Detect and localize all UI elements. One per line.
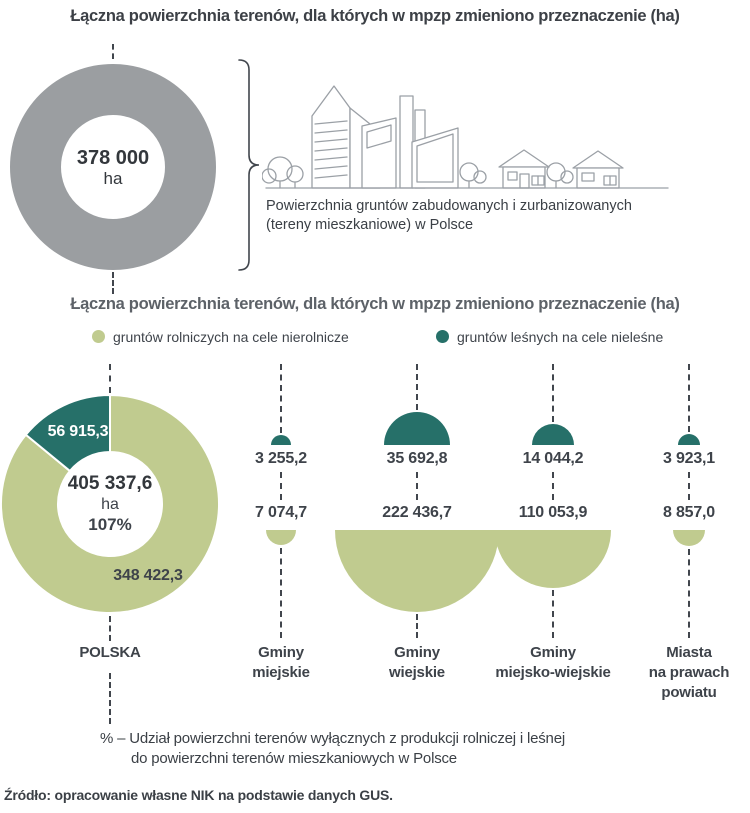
- dashed-connector: [280, 364, 282, 433]
- top-caption-line2: (tereny mieszkaniowe) w Polsce: [266, 217, 474, 233]
- legend-teal-label: gruntów leśnych na cele nieleśne: [457, 329, 664, 345]
- dashed-connector: [552, 472, 554, 500]
- dashed-connector: [112, 44, 114, 59]
- teal-semicircle: [271, 435, 291, 445]
- category-label-miasta: Miasta na prawach powiatu: [609, 643, 750, 703]
- dashed-connector: [416, 472, 418, 500]
- gray-donut-unit: ha: [103, 168, 123, 188]
- polska-donut-chart: [0, 394, 220, 614]
- legend-green-label: gruntów rolniczych na cele nierolnicze: [113, 329, 349, 345]
- category-label-line: Miasta: [666, 644, 712, 661]
- green-value: 7 074,7: [255, 504, 307, 521]
- teal-semicircle: [532, 424, 574, 445]
- green-semicircle: [266, 530, 296, 545]
- category-label-line: powiatu: [661, 684, 717, 701]
- green-semicircle: [495, 530, 611, 588]
- main-title: Łączna powierzchnia terenów, dla których…: [70, 295, 680, 313]
- source-note: Źródło: opracowanie własne NIK na podsta…: [4, 787, 393, 803]
- category-label-line: wiejskie: [389, 664, 445, 681]
- dashed-connector: [416, 364, 418, 410]
- dashed-connector: [688, 364, 690, 432]
- polska-total-value: 405 337,6: [67, 473, 153, 494]
- polska-teal-value: 56 915,3: [47, 423, 109, 440]
- top-title: Łączna powierzchnia terenów, dla których…: [70, 7, 680, 25]
- curly-brace: [238, 59, 260, 271]
- dashed-connector: [109, 673, 111, 724]
- category-label-gminy-wiejskie: Gminy wiejskie: [337, 643, 497, 683]
- gray-donut-chart: 378 000 ha: [10, 64, 216, 270]
- green-semicircle: [335, 530, 499, 612]
- legend-teal-icon: [436, 330, 449, 343]
- top-caption: Powierzchnia gruntów zabudowanych i zurb…: [266, 197, 670, 235]
- category-label-gminy-miejsko-wiejskie: Gminy miejsko-wiejskie: [473, 643, 633, 683]
- dashed-connector: [552, 590, 554, 638]
- green-value: 8 857,0: [663, 504, 715, 521]
- polska-total-unit: ha: [101, 496, 119, 513]
- dashed-connector: [280, 548, 282, 638]
- teal-value: 3 255,2: [255, 450, 307, 467]
- polska-total-percent: 107%: [88, 515, 132, 534]
- category-label-line: miejskie: [252, 664, 310, 681]
- teal-value: 3 923,1: [663, 450, 715, 467]
- teal-value: 35 692,8: [386, 450, 448, 467]
- dashed-connector: [416, 614, 418, 638]
- category-label-line: Gminy: [394, 644, 440, 661]
- category-label-line: miejsko-wiejskie: [495, 664, 611, 681]
- green-value: 222 436,7: [382, 504, 452, 521]
- dashed-connector: [688, 549, 690, 638]
- category-label-polska: POLSKA: [79, 644, 141, 661]
- green-value: 110 053,9: [518, 504, 588, 521]
- dashed-connector: [109, 616, 111, 641]
- dashed-connector: [688, 472, 690, 500]
- teal-value: 14 044,2: [522, 450, 584, 467]
- polska-green-value: 348 422,3: [113, 567, 183, 584]
- percent-footnote-line2: do powierzchni terenów mieszkaniowych w …: [131, 750, 457, 767]
- green-semicircle: [673, 530, 705, 546]
- dashed-connector: [552, 364, 554, 422]
- legend-green-icon: [92, 330, 105, 343]
- teal-semicircle: [384, 412, 450, 445]
- dashed-connector: [112, 272, 114, 294]
- polska-donut-center: 405 337,6 ha 107%: [40, 473, 180, 535]
- dashed-connector: [109, 364, 111, 393]
- gray-donut-value: 378 000: [76, 146, 150, 169]
- percent-footnote-line1: % – Udział powierzchni terenów wyłącznyc…: [100, 730, 565, 747]
- dashed-connector: [280, 472, 282, 500]
- category-label-line: Gminy: [530, 644, 576, 661]
- category-label-line: na prawach: [648, 664, 730, 681]
- city-skyline-illustration: [262, 85, 669, 189]
- teal-semicircle: [678, 434, 700, 445]
- category-label-line: Gminy: [258, 644, 304, 661]
- top-caption-line1: Powierzchnia gruntów zabudowanych i zurb…: [266, 198, 632, 214]
- category-label-gminy-miejskie: Gminy miejskie: [201, 643, 361, 683]
